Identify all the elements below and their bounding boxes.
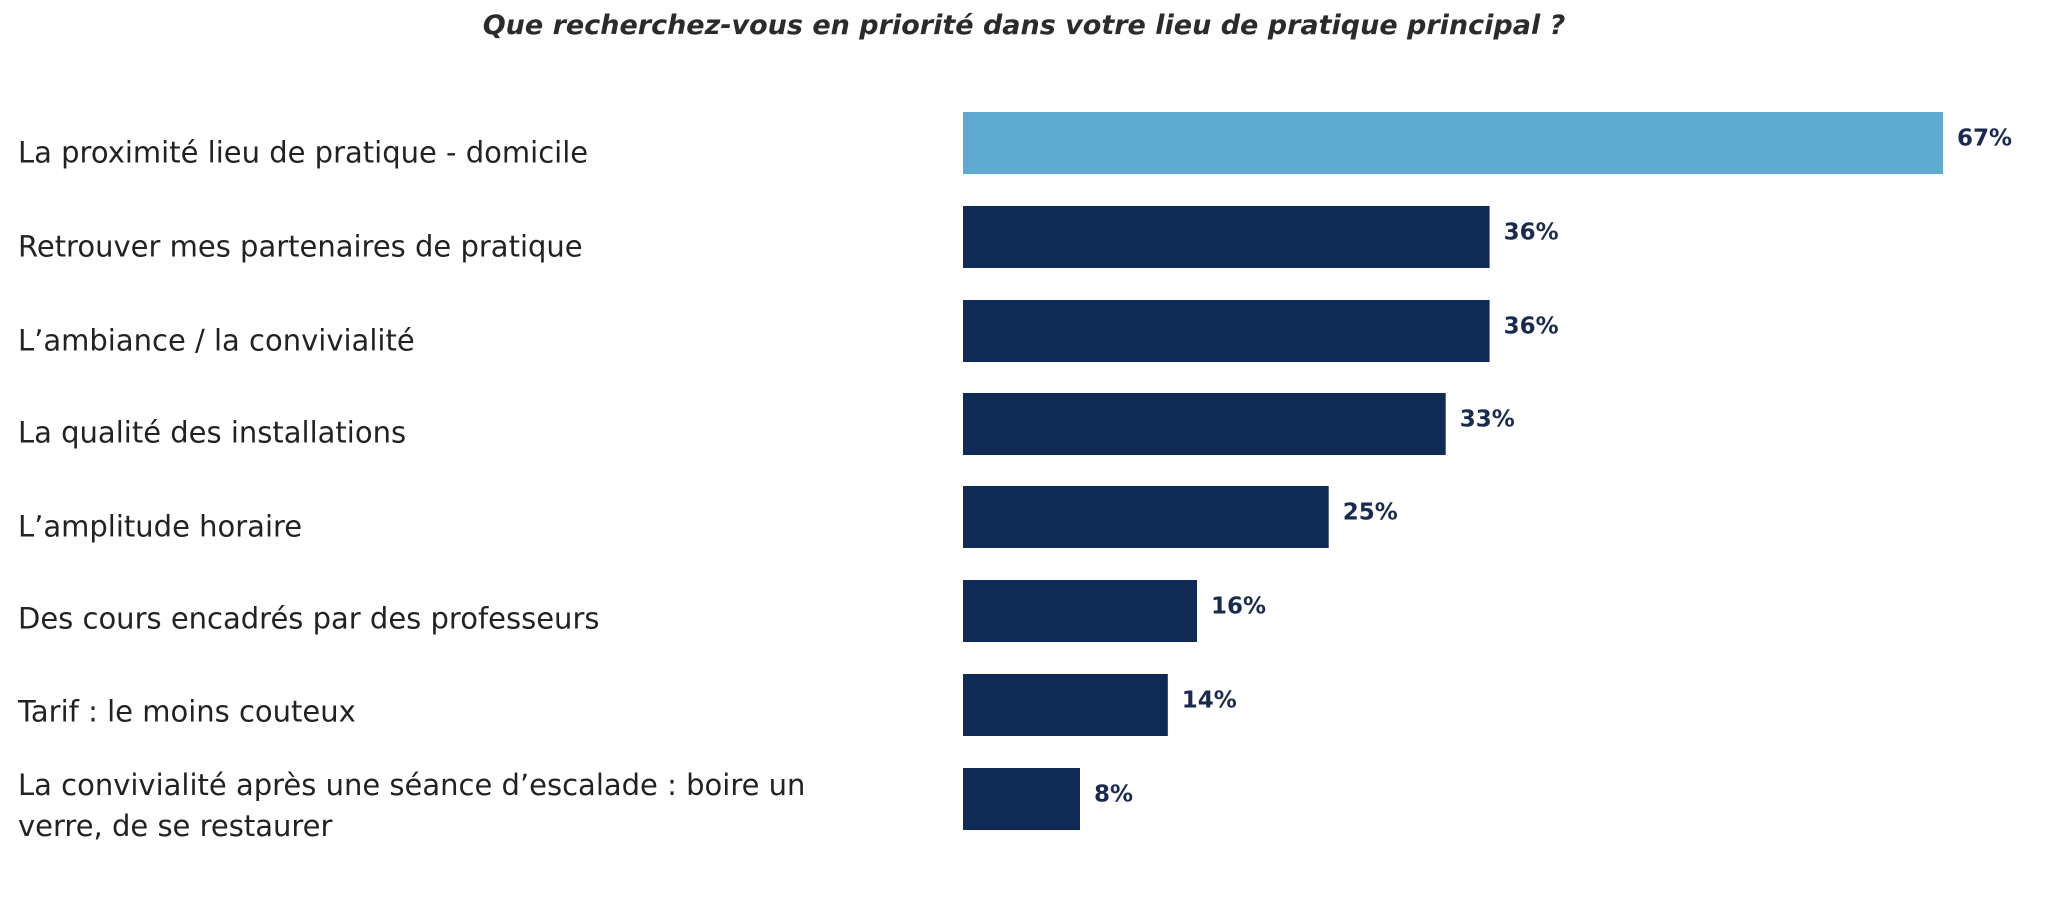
category-label-3: La qualité des installations [18, 415, 407, 450]
category-label-5: Des cours encadrés par des professeurs [18, 601, 600, 636]
bar-4 [963, 486, 1329, 548]
category-label-2: L’ambiance / la convivialité [18, 323, 415, 358]
chart-title: Que recherchez-vous en priorité dans vot… [482, 10, 1566, 41]
bar-value-label-5: 16% [1211, 594, 1266, 620]
bar-value-label-6: 14% [1182, 688, 1237, 714]
bar-5 [963, 580, 1197, 642]
bar-3 [963, 393, 1446, 455]
bar-2 [963, 300, 1490, 362]
bar-value-label-1: 36% [1504, 220, 1559, 246]
bar-value-label-7: 8% [1094, 782, 1133, 808]
bar-1 [963, 206, 1490, 268]
category-label-7: La convivialité après une séance d’escal… [18, 768, 806, 843]
bar-value-label-2: 36% [1504, 314, 1559, 340]
bar-value-label-4: 25% [1343, 500, 1398, 526]
bar-7 [963, 768, 1080, 830]
category-label-0: La proximité lieu de pratique - domicile [18, 135, 589, 170]
bar-value-label-3: 33% [1460, 407, 1515, 433]
bar-0 [963, 112, 1943, 174]
bar-value-label-0: 67% [1957, 126, 2012, 152]
category-label-6: Tarif : le moins couteux [18, 694, 356, 729]
bar-6 [963, 674, 1168, 736]
category-label-4: L’amplitude horaire [18, 509, 303, 544]
category-label-1: Retrouver mes partenaires de pratique [18, 229, 583, 264]
